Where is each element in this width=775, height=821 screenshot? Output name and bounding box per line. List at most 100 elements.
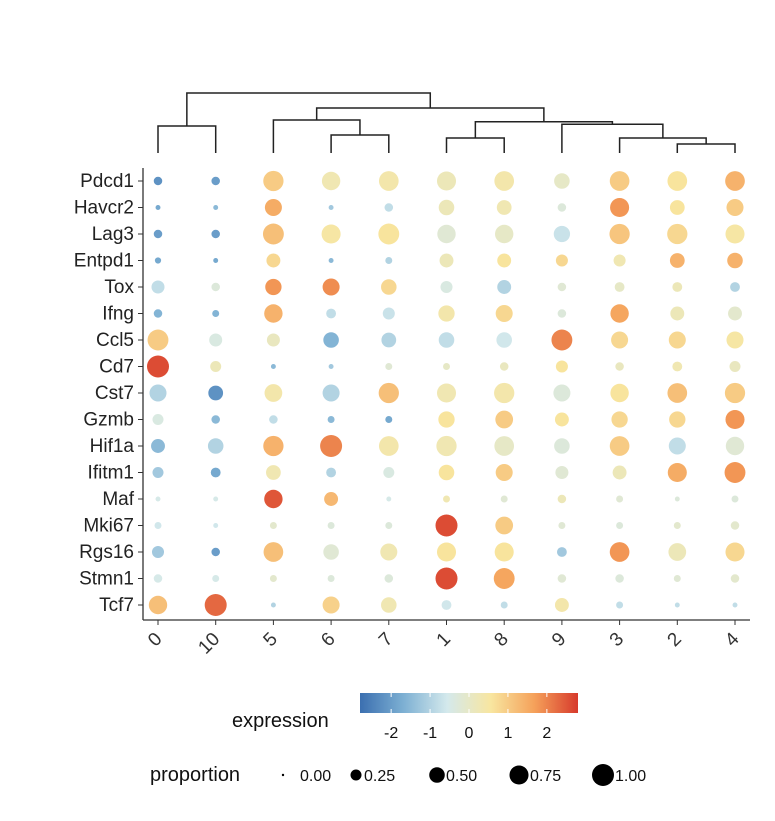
dot-mki67-cluster-10 (213, 523, 219, 528)
dot-rgs16-cluster-7 (380, 543, 398, 561)
dot-maf-cluster-2 (674, 496, 680, 502)
dot-hif1a-cluster-6 (320, 435, 343, 457)
dot-ifitm1-cluster-1 (438, 464, 455, 481)
dot-havcr2-cluster-10 (213, 205, 219, 210)
dot-mki67-cluster-5 (269, 522, 277, 529)
dot-entpd1-cluster-2 (669, 253, 685, 268)
dot-ifitm1-cluster-8 (495, 463, 513, 482)
dot-cd7-cluster-10 (210, 361, 222, 372)
dot-mki67-cluster-9 (558, 522, 566, 529)
dot-lag3-cluster-10 (211, 229, 220, 239)
cluster-label: 2 (664, 629, 686, 651)
dot-havcr2-cluster-0 (155, 205, 161, 210)
dot-entpd1-cluster-3 (613, 254, 626, 267)
dot-rgs16-cluster-10 (211, 547, 220, 557)
dendrogram-branch (330, 134, 390, 153)
dot-entpd1-cluster-9 (555, 254, 568, 267)
dot-rgs16-cluster-1 (436, 542, 457, 562)
dot-tox-cluster-6 (322, 278, 340, 296)
dot-cst7-cluster-5 (264, 384, 283, 402)
cluster-label: 0 (144, 629, 166, 651)
dot-lag3-cluster-8 (495, 224, 514, 244)
dot-rgs16-cluster-8 (494, 542, 514, 562)
dot-lag3-cluster-9 (553, 225, 571, 243)
dot-maf-cluster-10 (213, 496, 219, 502)
gene-label: Ifng (102, 304, 134, 325)
dot-cst7-cluster-0 (149, 384, 167, 402)
dot-stmn1-cluster-10 (212, 575, 220, 582)
dot-ccl5-cluster-6 (323, 332, 339, 348)
dot-stmn1-cluster-0 (153, 574, 163, 583)
colorbar-tick-label: 2 (542, 725, 551, 742)
dot-ccl5-cluster-0 (147, 329, 169, 351)
dot-hif1a-cluster-8 (494, 436, 515, 456)
dot-ccl5-cluster-8 (496, 332, 512, 348)
gene-label: Pdcd1 (80, 171, 134, 192)
dot-rgs16-cluster-0 (151, 545, 165, 559)
cluster-label: 8 (490, 629, 512, 651)
dot-ccl5-cluster-9 (551, 329, 573, 351)
dot-maf-cluster-5 (264, 489, 283, 509)
dot-rgs16-cluster-3 (609, 542, 630, 562)
dot-hif1a-cluster-9 (554, 438, 570, 454)
dot-stmn1-cluster-5 (269, 575, 277, 582)
dot-maf-cluster-3 (616, 495, 624, 503)
dot-ccl5-cluster-2 (668, 331, 686, 349)
dot-havcr2-cluster-4 (726, 198, 744, 217)
dot-hif1a-cluster-5 (263, 435, 284, 457)
cluster-label: 9 (548, 629, 570, 651)
colorbar-tick-label: -2 (384, 725, 398, 742)
gene-label: Entpd1 (74, 251, 134, 272)
proportion-legend-label: 0.00 (300, 768, 331, 785)
expression-legend-title: expression (232, 710, 329, 732)
dot-pdcd1-cluster-5 (263, 170, 284, 192)
dot-lag3-cluster-0 (153, 229, 163, 239)
dot-havcr2-cluster-9 (557, 203, 567, 212)
dot-ifng-cluster-1 (438, 305, 455, 322)
gene-label: Tcf7 (99, 595, 134, 616)
cluster-label: 1 (433, 629, 455, 651)
dot-ifng-cluster-9 (557, 309, 567, 318)
dot-ifng-cluster-7 (382, 307, 395, 320)
dot-cst7-cluster-2 (667, 383, 688, 403)
dot-tox-cluster-8 (497, 280, 512, 294)
dot-ccl5-cluster-3 (611, 331, 629, 349)
dot-pdcd1-cluster-4 (725, 171, 745, 191)
dot-pdcd1-cluster-10 (211, 176, 220, 186)
cluster-label: 5 (260, 629, 282, 651)
gene-label: Ccl5 (96, 330, 134, 351)
dot-havcr2-cluster-1 (438, 199, 455, 216)
dot-stmn1-cluster-3 (615, 574, 624, 583)
dot-entpd1-cluster-4 (727, 252, 743, 269)
cluster-label: 3 (606, 629, 628, 651)
dot-entpd1-cluster-7 (385, 257, 393, 264)
dot-tox-cluster-4 (730, 282, 740, 292)
dot-rgs16-cluster-5 (263, 542, 284, 562)
dot-cst7-cluster-9 (553, 384, 571, 402)
dot-cd7-cluster-3 (615, 362, 624, 371)
gene-label: Lag3 (92, 224, 134, 245)
dot-grid (147, 170, 746, 616)
gene-label: Mki67 (83, 516, 134, 537)
dot-ccl5-cluster-5 (266, 333, 280, 347)
dot-maf-cluster-8 (500, 495, 508, 503)
dot-gzmb-cluster-10 (211, 415, 220, 424)
dot-ifitm1-cluster-4 (724, 462, 746, 483)
dot-ifitm1-cluster-10 (210, 467, 221, 478)
gene-label: Cd7 (99, 357, 134, 378)
dot-tcf7-cluster-7 (381, 597, 397, 613)
dot-lag3-cluster-6 (321, 224, 341, 244)
colorbar-tick-label: 1 (503, 725, 512, 742)
dot-ifitm1-cluster-2 (667, 462, 687, 483)
dot-ccl5-cluster-7 (381, 332, 397, 348)
dot-tox-cluster-2 (672, 282, 683, 292)
dot-hif1a-cluster-3 (609, 436, 630, 456)
dot-maf-cluster-6 (324, 492, 339, 506)
dot-entpd1-cluster-6 (328, 258, 334, 263)
dot-hif1a-cluster-4 (725, 436, 745, 456)
dot-mki67-cluster-6 (327, 522, 335, 529)
dot-cd7-cluster-6 (328, 364, 334, 369)
dot-cst7-cluster-10 (208, 385, 224, 401)
proportion-legend-dot (592, 764, 614, 786)
dot-tox-cluster-7 (381, 279, 397, 295)
